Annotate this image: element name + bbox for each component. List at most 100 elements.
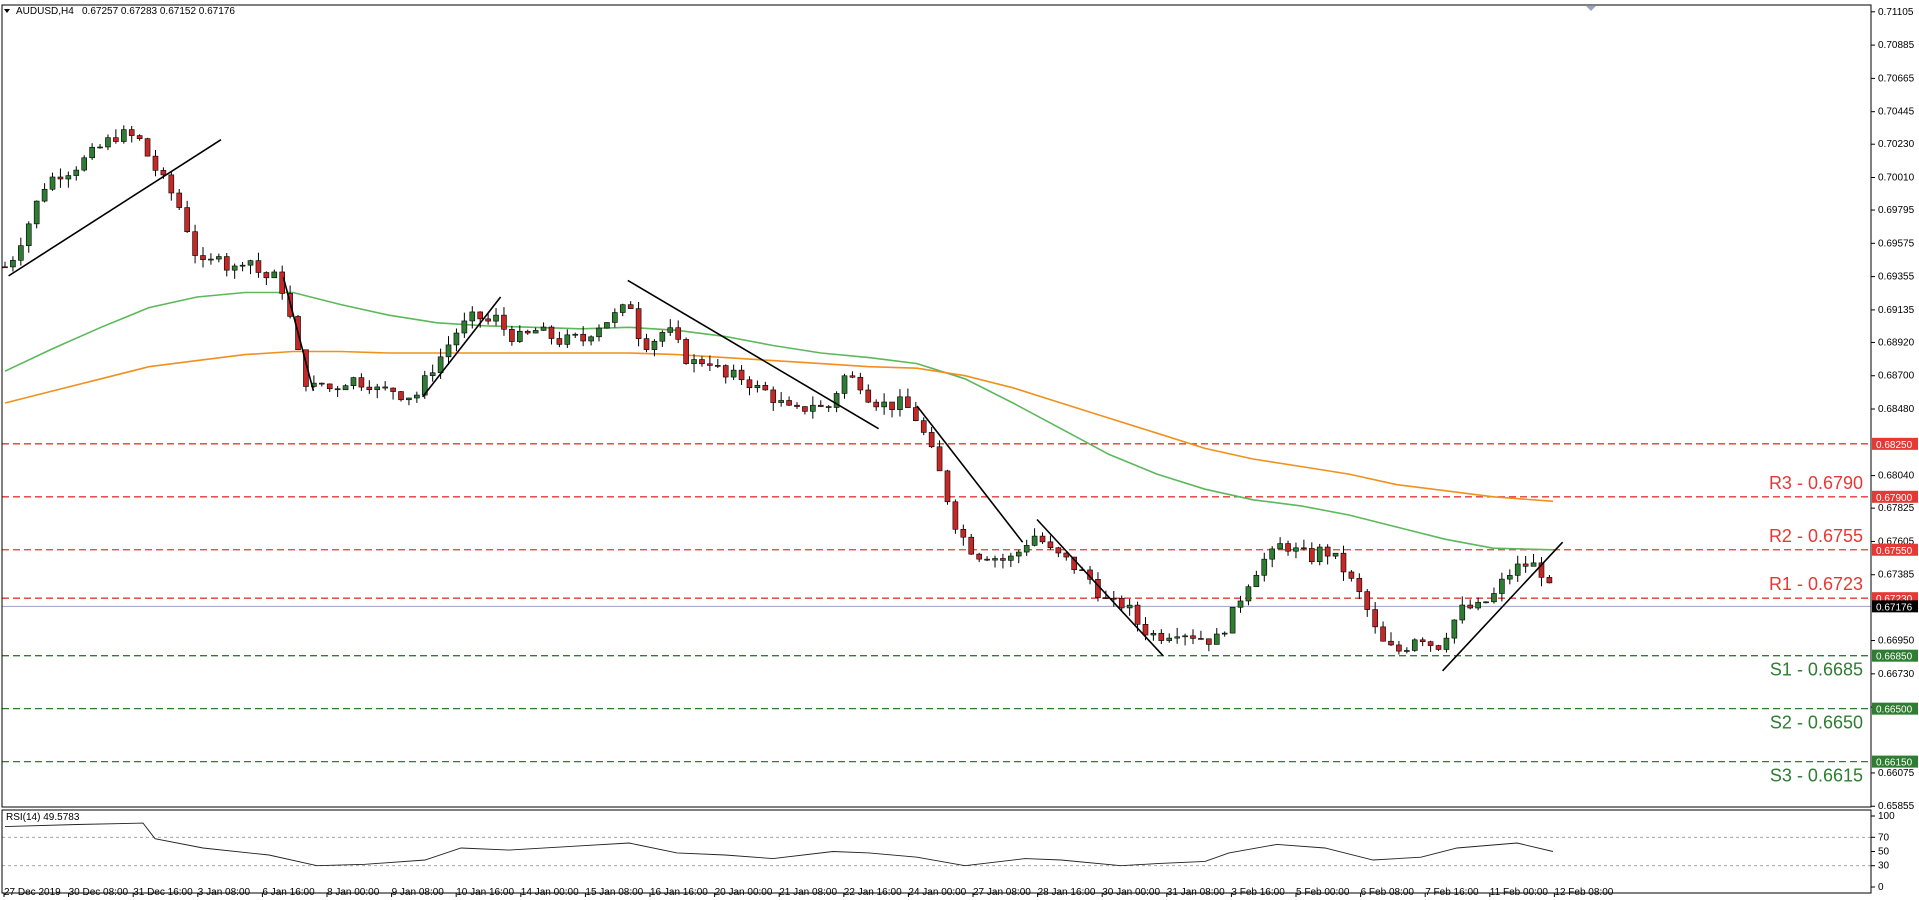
candle-body [588,336,594,342]
candle [255,252,262,278]
candle-body [960,529,967,538]
candle-body [382,386,388,389]
level-price-tag-text: 0.66150 [1876,758,1913,769]
candle-body [833,393,840,408]
candle-body [1388,640,1394,646]
candle [1435,644,1442,651]
candle-body [57,176,64,180]
candle [1530,553,1537,567]
x-tick-label: 24 Jan 00:00 [908,887,966,898]
y-tick-label: 0.69355 [1878,272,1915,283]
candle-body [1047,541,1054,549]
candle [1126,598,1133,616]
candle [1150,630,1157,641]
candle-body [1142,624,1149,636]
trendline[interactable] [282,277,315,392]
candle [730,364,737,381]
rsi-tick-label: 0 [1878,882,1884,893]
candle [516,325,523,343]
candle [1427,640,1434,652]
candle-body [952,501,959,530]
trendline[interactable] [8,139,222,277]
candle [1522,556,1529,573]
candle [41,183,48,203]
candle [968,534,975,555]
candle [406,397,412,406]
x-tick-label: 21 Jan 08:00 [779,887,837,898]
candle-body [1443,637,1450,650]
candle-body [786,400,792,406]
candle [382,381,388,391]
trendline[interactable] [916,405,1024,543]
x-tick-label: 31 Dec 16:00 [133,887,193,898]
candle-body [33,200,40,225]
candle-body [1055,547,1062,554]
x-tick-label: 20 Jan 00:00 [715,887,773,898]
candle [113,129,119,144]
candle [445,336,452,365]
candle-body [1023,545,1030,553]
candle [865,384,872,404]
candle [612,308,618,328]
candle-body [18,245,24,261]
candle [707,355,713,372]
candle [738,365,745,385]
menu-arrow-icon[interactable] [4,9,10,13]
candle [1499,572,1505,602]
candle [572,332,579,338]
candle-body [1507,575,1513,580]
candle-body [414,394,420,399]
y-tick-label: 0.66075 [1878,768,1915,779]
candle-body [897,396,903,411]
candle [1063,552,1070,561]
candle [350,376,357,390]
candle [659,330,666,347]
candle-body [754,384,761,389]
candle-body [73,169,80,176]
candle-body [342,385,349,391]
main-plot-area: R3 - 0.6790 R2 - 0.6755 R1 - 0.6723 S1 - 0.… [2,125,1871,786]
candle-body [144,138,151,157]
shift-marker-icon[interactable] [1586,6,1596,11]
candle [168,170,175,201]
level-price-tag [1872,543,1918,556]
candle-body [1206,638,1212,645]
candle [1174,627,1180,644]
candle [493,308,499,326]
candle [722,364,729,384]
x-tick-label: 12 Feb 08:00 [1554,887,1613,898]
candle-body [762,384,769,391]
x-tick-label: 30 Jan 00:00 [1102,887,1160,898]
candle [1206,638,1212,652]
candle [683,337,689,365]
candle [1134,601,1141,632]
candle-body [41,188,48,202]
candle [1198,630,1204,640]
candle [1491,587,1497,604]
moving-average-slow [4,350,1554,503]
trendline[interactable] [1036,518,1164,657]
trendline[interactable] [421,296,502,398]
candle-body [350,377,357,386]
x-tick-label: 6 Jan 16:00 [262,887,315,898]
trendline[interactable] [1442,541,1564,672]
candle [825,405,832,412]
candle-body [976,553,982,560]
candle-body [1324,546,1331,557]
candle-body [928,432,935,448]
candle-body [1530,562,1537,567]
candle [627,301,634,309]
candle-body [1158,632,1165,641]
candle [390,387,396,400]
candle-body [509,328,515,342]
candle-body [540,326,547,331]
candle-body [493,314,499,322]
candle [25,221,32,253]
candle-body [1245,586,1252,602]
candle-body [176,192,183,208]
level-price-tag-text: 0.68250 [1876,440,1913,451]
level-price-tag [1872,649,1918,662]
trendline[interactable] [627,279,880,430]
candle-body [1546,577,1553,584]
candle-body [501,314,507,330]
